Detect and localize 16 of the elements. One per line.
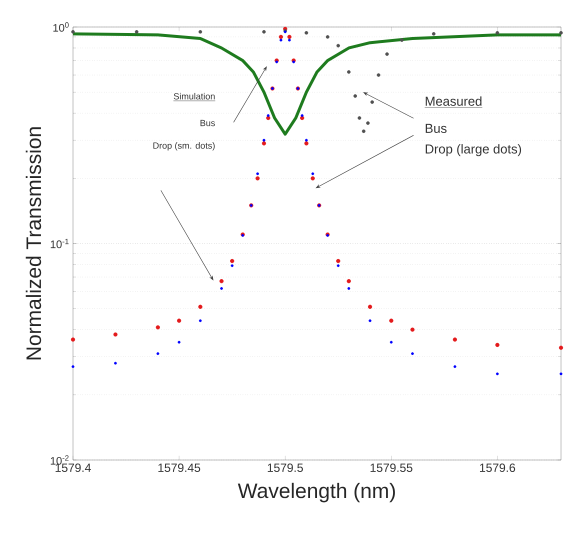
- x-tick-label: 1579.55: [370, 464, 412, 472]
- x-axis-title: Wavelength (nm): [238, 482, 395, 502]
- y-tick-label: 10$^{0}$: [53, 22, 69, 32]
- annotation: Measured: [426, 96, 482, 106]
- annotation: Drop (large dots): [426, 144, 522, 156]
- y-tick-label: 10$^{-1}$: [50, 238, 69, 248]
- x-tick-label: 1579.4: [56, 464, 91, 472]
- annotation: Bus: [426, 124, 447, 133]
- x-tick-label: 1579.45: [158, 464, 200, 472]
- y-axis-title: Normalized Transmission: [26, 127, 42, 360]
- x-tick-label: 1579.5: [268, 464, 303, 472]
- annotation: Drop (sm. dots): [153, 142, 215, 151]
- annotation: Bus: [200, 120, 215, 126]
- y-tick-label: 10$^{-2}$: [50, 455, 69, 465]
- x-tick-label: 1579.6: [480, 464, 516, 472]
- annotation: Simulation: [174, 92, 215, 100]
